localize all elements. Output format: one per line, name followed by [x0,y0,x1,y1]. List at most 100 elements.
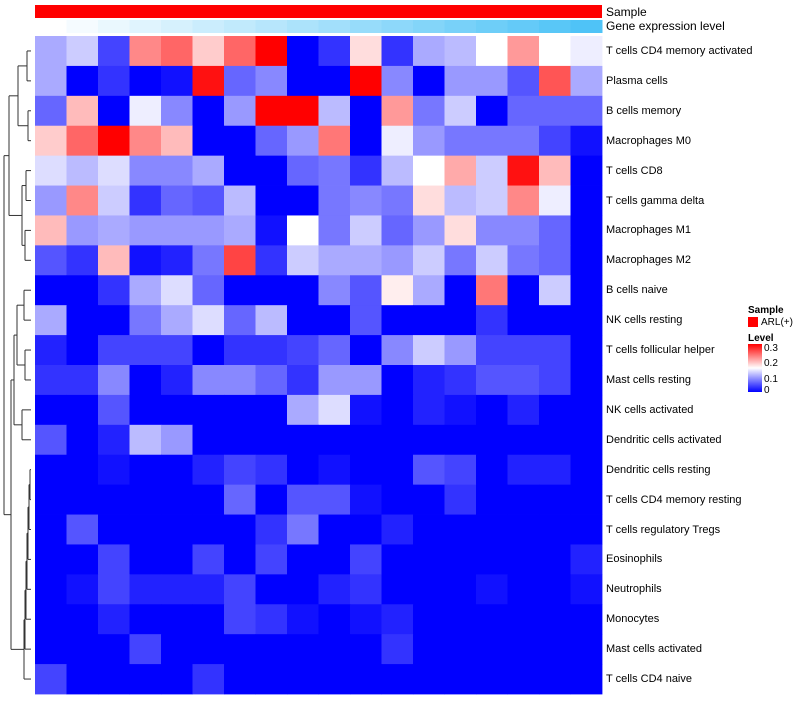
heatmap-cell [318,215,351,246]
heatmap-cell [287,125,319,157]
row-label: NK cells resting [606,314,683,327]
heatmap-cell [444,335,477,366]
heatmap-cell [224,65,256,97]
heatmap-cell [476,454,508,486]
heatmap-cell [476,95,508,127]
heatmap-cell [444,65,477,97]
legend-level-bar [748,344,762,392]
heatmap-cell [129,36,162,67]
heatmap-cell [35,36,67,67]
heatmap-cell [507,544,540,575]
annotation-cell-expression [35,20,67,33]
heatmap-cell [192,365,225,396]
heatmap-cell [192,335,225,366]
heatmap-cell [287,394,319,426]
legend-tick: 0.3 [764,343,778,354]
legend-sample-label: ARL(+) [761,317,793,328]
heatmap-cell [350,424,382,456]
heatmap-cell [570,514,603,545]
heatmap-cell [255,36,288,67]
heatmap-cell [413,604,445,635]
annotation-cell-expression [255,20,288,33]
heatmap-cell [129,155,162,186]
annotation-cell-expression [570,20,603,33]
heatmap-cell [161,514,193,545]
heatmap-cell [98,245,130,276]
heatmap-cell [255,275,288,306]
heatmap-cell [35,65,67,97]
heatmap-cell [539,305,571,336]
heatmap-cell [413,394,445,426]
heatmap-cell [539,275,571,306]
annotation-cell-expression [318,20,351,33]
heatmap-cell [413,335,445,366]
annotation-label: Sample [606,5,647,19]
heatmap-cell [381,245,414,276]
heatmap-cell [129,484,162,515]
heatmap-cell [444,514,477,545]
heatmap-cell [318,634,351,665]
heatmap-cell [192,424,225,456]
annotation-cell-expression [507,20,540,33]
heatmap-cell [381,185,414,216]
heatmap-cell [318,604,351,635]
heatmap-cell [381,394,414,426]
row-label: NK cells activated [606,403,694,416]
heatmap-cell [98,275,130,306]
heatmap-cell [539,125,571,157]
heatmap-cell [350,245,382,276]
heatmap-cell [318,454,351,486]
annotation-cell-expression [98,20,130,33]
row-label: Macrophages M1 [606,224,691,237]
heatmap-cell [507,365,540,396]
heatmap-cell [413,664,445,695]
heatmap-cell [476,305,508,336]
heatmap-cell [192,484,225,515]
heatmap-cell [98,664,130,695]
heatmap-cell [255,424,288,456]
heatmap-cell [350,215,382,246]
heatmap-cell [570,604,603,635]
heatmap-cell [570,394,603,426]
row-label: T cells regulatory Tregs [606,523,721,536]
heatmap-cell [539,215,571,246]
heatmap-cell [129,424,162,456]
heatmap-cell [413,305,445,336]
heatmap-cell [381,95,414,127]
heatmap-cell [507,514,540,545]
heatmap-cell [66,424,99,456]
heatmap-cell [255,305,288,336]
heatmap-cell [350,155,382,186]
heatmap-cell [129,574,162,605]
annotation-cell-expression [192,20,225,33]
heatmap-cell [224,365,256,396]
heatmap-cell [318,95,351,127]
heatmap-cell [35,424,67,456]
heatmap-cell [413,36,445,67]
heatmap-cell [570,335,603,366]
heatmap-cell [413,275,445,306]
heatmap-cell [224,335,256,366]
heatmap-cell [413,215,445,246]
heatmap-cell [66,245,99,276]
heatmap-cell [161,484,193,515]
heatmap-cell [507,454,540,486]
heatmap-cell [98,305,130,336]
heatmap-cell [539,155,571,186]
heatmap-cell [255,574,288,605]
heatmap-cell [507,155,540,186]
heatmap-cell [570,155,603,186]
heatmap-cell [98,65,130,97]
heatmap-cell [444,155,477,186]
heatmap-cell [192,394,225,426]
heatmap-cell [381,634,414,665]
heatmap-cell [476,275,508,306]
heatmap-cell [192,544,225,575]
heatmap-cell [350,514,382,545]
heatmap-cell [255,215,288,246]
heatmap-cell [570,185,603,216]
heatmap-cell [350,574,382,605]
heatmap-cell [350,604,382,635]
heatmap-cell [224,125,256,157]
heatmap-cell [224,155,256,186]
